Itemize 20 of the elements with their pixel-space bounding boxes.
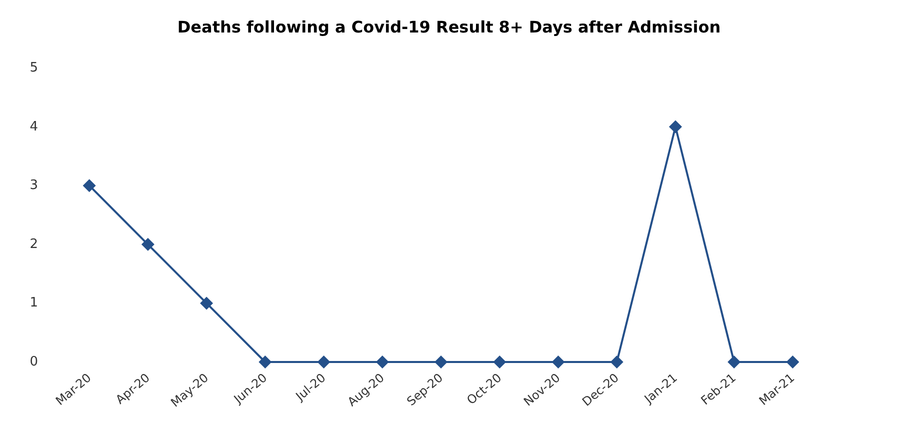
point bbox=[786, 356, 800, 368]
point bbox=[668, 120, 682, 134]
point bbox=[200, 296, 214, 310]
point bbox=[317, 356, 330, 368]
y-tick-label: 2 bbox=[30, 236, 38, 252]
point bbox=[728, 356, 741, 368]
point bbox=[141, 238, 154, 251]
y-tick-label: 0 bbox=[30, 354, 38, 370]
point bbox=[258, 356, 272, 368]
point bbox=[610, 356, 624, 368]
point bbox=[376, 356, 389, 368]
y-tick-label: 3 bbox=[30, 178, 38, 194]
point bbox=[552, 356, 565, 368]
chart-title: Deaths following a Covid-19 Result 8+ Days after Admission bbox=[177, 18, 721, 36]
y-tick-label: 5 bbox=[30, 60, 38, 76]
point bbox=[434, 356, 448, 368]
y-tick-label: 1 bbox=[30, 296, 38, 311]
point bbox=[493, 356, 506, 368]
y-tick-label: 4 bbox=[30, 119, 38, 134]
point bbox=[82, 179, 96, 192]
